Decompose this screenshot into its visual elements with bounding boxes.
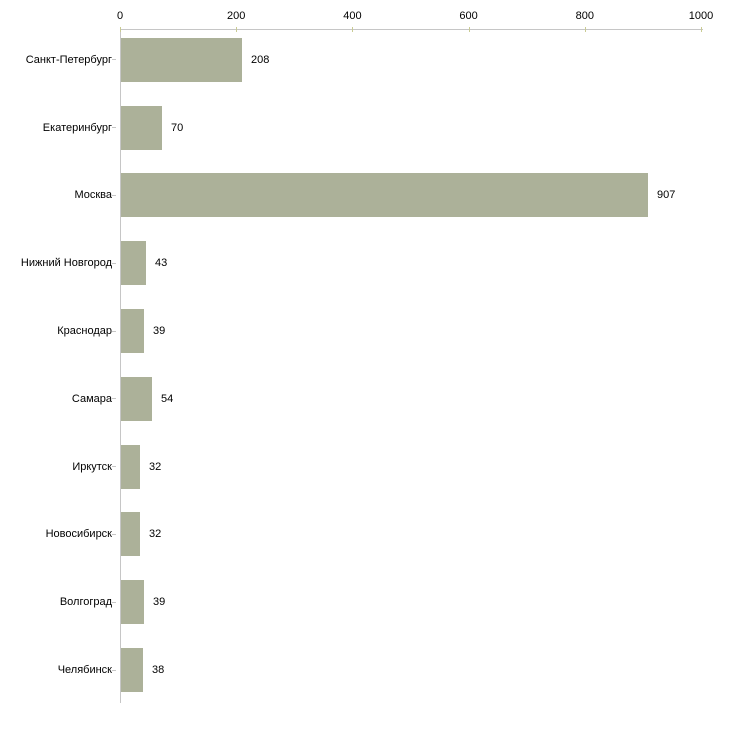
category-label: Новосибирск	[45, 528, 112, 541]
x-axis-tick-label: 200	[227, 10, 246, 22]
x-axis-tick-mark	[468, 27, 470, 32]
category-label: Краснодар	[57, 325, 112, 338]
x-axis-tick-label: 400	[343, 10, 362, 22]
category-label: Нижний Новгород	[20, 257, 112, 270]
bar-row: Москва 907	[0, 162, 730, 230]
value-label: 32	[149, 528, 162, 541]
x-axis-tick-mark	[120, 27, 121, 32]
bar	[121, 37, 242, 82]
category-tick-mark	[112, 194, 116, 196]
x-axis-line	[120, 29, 703, 30]
category-tick-mark	[112, 533, 116, 535]
bar	[121, 444, 140, 489]
category-label: Волгоград	[59, 596, 112, 609]
x-axis-tick-mark	[236, 27, 238, 32]
bar	[121, 376, 152, 421]
bar	[121, 241, 146, 286]
category-tick-mark	[112, 262, 116, 264]
bar-row: Самара 54	[0, 365, 730, 433]
value-label: 70	[171, 121, 184, 134]
x-axis-tick-label: 800	[575, 10, 594, 22]
category-tick-mark	[112, 330, 116, 332]
bar	[121, 105, 162, 150]
category-tick-mark	[112, 466, 116, 468]
category-label: Челябинск	[57, 664, 112, 677]
x-axis-tick-label: 600	[459, 10, 478, 22]
bar-row: Челябинск 38	[0, 636, 730, 704]
x-axis-tick-mark	[352, 27, 354, 32]
category-label: Иркутск	[72, 460, 112, 473]
value-label: 32	[149, 460, 162, 473]
category-tick-mark	[112, 59, 116, 61]
category-tick-mark	[112, 601, 116, 603]
bar-row: Нижний Новгород 43	[0, 229, 730, 297]
category-tick-mark	[112, 669, 116, 671]
bar-row: Краснодар 39	[0, 297, 730, 365]
bar	[121, 309, 144, 354]
bar	[121, 173, 648, 218]
bar-row: Волгоград 39	[0, 568, 730, 636]
category-tick-mark	[112, 127, 116, 129]
category-label: Санкт-Петербург	[25, 53, 112, 66]
value-label: 39	[153, 596, 166, 609]
bar	[121, 648, 143, 693]
x-axis-tick-mark	[584, 27, 586, 32]
bar	[121, 512, 140, 557]
bar-row: Иркутск 32	[0, 433, 730, 501]
x-axis-tick-mark	[701, 27, 702, 32]
value-label: 907	[657, 189, 676, 202]
bar-row: Новосибирск 32	[0, 501, 730, 569]
value-label: 54	[161, 392, 174, 405]
value-label: 39	[153, 325, 166, 338]
bar	[121, 580, 144, 625]
category-label: Москва	[74, 189, 112, 202]
x-axis-tick-label: 0	[116, 10, 124, 22]
value-label: 38	[152, 664, 165, 677]
value-label: 208	[251, 53, 270, 66]
category-label: Екатеринбург	[42, 121, 112, 134]
bar-row: Екатеринбург 70	[0, 94, 730, 162]
category-tick-mark	[112, 398, 116, 400]
y-axis-line	[120, 29, 121, 703]
x-axis-tick-label: 1000	[688, 10, 714, 22]
bar-row: Санкт-Петербург 208	[0, 26, 730, 94]
category-label: Самара	[71, 392, 112, 405]
value-label: 43	[155, 257, 168, 270]
